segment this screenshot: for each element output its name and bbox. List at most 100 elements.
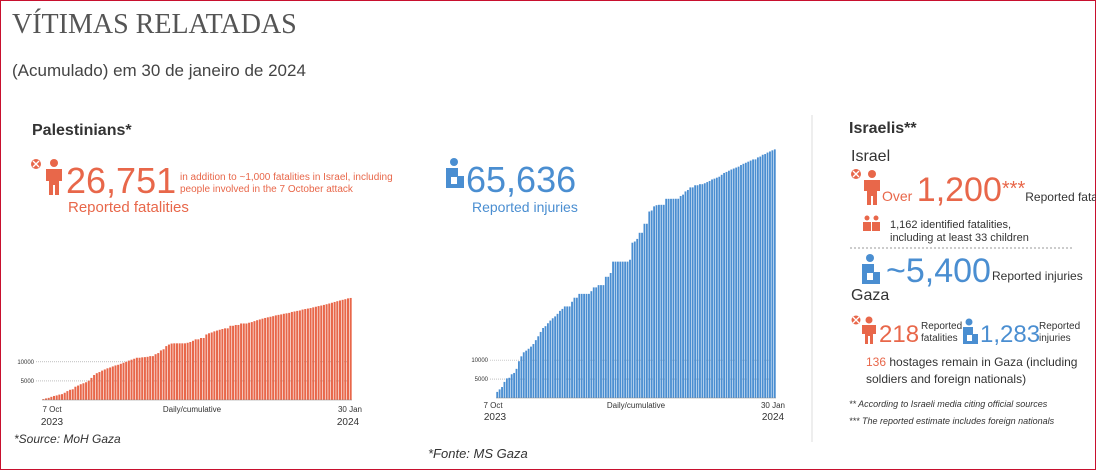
bar [645,223,648,398]
bar [266,317,269,400]
fatalities-note: in addition to ~1,000 fatalities in Isra… [180,172,393,183]
bar [245,323,248,400]
fatalities-label: Reported fatalities [1025,190,1096,204]
bar [559,310,561,398]
bar [229,325,232,400]
bar [103,369,106,400]
bar [522,352,525,398]
bar [87,380,90,400]
y-tick-label: 5000 [21,379,35,385]
bar [114,365,117,400]
bar [679,196,682,398]
bar [742,163,745,398]
section-heading: Palestinians* [32,122,132,139]
bar [629,259,631,398]
bar [237,324,240,400]
bar [325,304,328,400]
bar [641,232,643,398]
bar [199,338,203,400]
bar [322,304,325,400]
bar [573,297,576,398]
bar [662,204,665,398]
bar [258,319,261,400]
sub-heading: Gaza [851,287,889,304]
bar [304,309,307,400]
bar [224,328,227,400]
bar [157,353,160,400]
bar [658,204,660,398]
bar [720,174,723,398]
bar [670,198,672,398]
bar [298,310,301,400]
bar [769,151,771,398]
bar [346,298,350,400]
bar [58,394,61,400]
bar [288,312,291,400]
bar [549,320,552,398]
section-heading: Israelis** [849,120,917,137]
bar [272,316,275,400]
bar [612,261,614,398]
fatality-icon [851,169,880,205]
bar [744,162,747,398]
fatalities-label: fatalities [921,333,958,344]
bar [539,331,542,398]
bar [592,287,595,398]
x-label: Daily/cumulative [607,401,666,410]
bar [165,346,168,400]
bar [69,389,72,400]
bar [90,377,93,400]
injuries-label: injuries [1039,333,1071,344]
bar [653,206,656,398]
bar [285,313,288,400]
bar [328,303,331,400]
bar [317,306,320,400]
bar [571,301,573,398]
bar [93,375,96,400]
bar [551,318,554,398]
bar [508,377,511,398]
fatality-icon [851,315,876,344]
bar [309,308,312,400]
bar [119,363,122,400]
bar [682,194,684,398]
bar [253,321,256,400]
bar [61,394,64,400]
bar [621,261,624,398]
bar [694,185,697,398]
footer-source: *Fonte: MS Gaza [428,446,528,461]
bar [718,176,721,398]
bar [234,324,237,400]
bar [525,350,528,398]
bar [501,387,503,398]
footnote: *** The reported estimate includes forei… [849,416,1055,426]
bar [336,301,339,400]
bar-chart: 5000 10000 [471,149,776,399]
bar [701,184,704,398]
bar [197,339,200,400]
bar [175,343,178,400]
bar [151,356,154,400]
bar [82,383,85,400]
bar [213,331,216,400]
bar [578,293,581,398]
bar [216,330,219,400]
bar [194,339,197,400]
hostages-number: 136 [866,355,886,369]
bar [135,357,138,400]
bar [740,165,742,398]
bar [706,182,709,398]
bar [189,341,192,400]
bar [178,343,181,400]
bar [537,336,540,398]
bar [546,323,549,398]
bar [691,187,694,398]
bar [655,205,658,398]
bar [95,373,98,400]
bar [74,386,77,400]
bar [532,344,535,398]
bar [686,189,689,398]
bar [749,160,752,398]
bar [607,276,610,398]
